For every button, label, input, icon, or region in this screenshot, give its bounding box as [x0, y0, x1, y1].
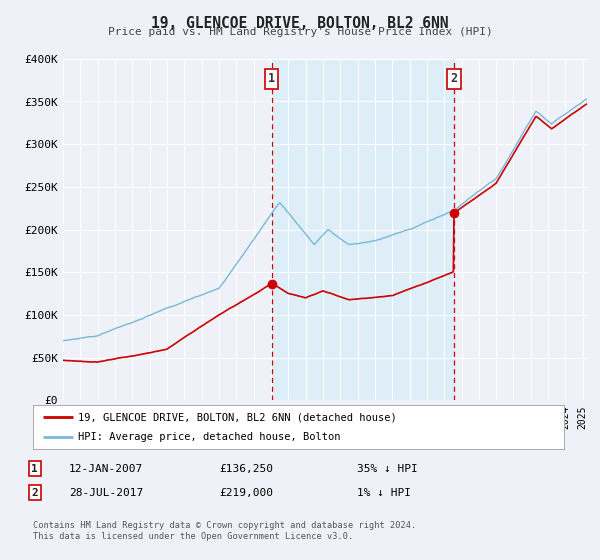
Text: Price paid vs. HM Land Registry's House Price Index (HPI): Price paid vs. HM Land Registry's House … [107, 27, 493, 37]
Text: 2: 2 [31, 488, 38, 498]
Text: This data is licensed under the Open Government Licence v3.0.: This data is licensed under the Open Gov… [33, 532, 353, 541]
Text: HPI: Average price, detached house, Bolton: HPI: Average price, detached house, Bolt… [78, 432, 341, 442]
Text: Contains HM Land Registry data © Crown copyright and database right 2024.: Contains HM Land Registry data © Crown c… [33, 521, 416, 530]
Text: 12-JAN-2007: 12-JAN-2007 [69, 464, 143, 474]
Text: £219,000: £219,000 [219, 488, 273, 498]
Text: £136,250: £136,250 [219, 464, 273, 474]
Text: 19, GLENCOE DRIVE, BOLTON, BL2 6NN (detached house): 19, GLENCOE DRIVE, BOLTON, BL2 6NN (deta… [78, 412, 397, 422]
Text: 1: 1 [268, 72, 275, 86]
Text: 1: 1 [31, 464, 38, 474]
Bar [272, 59, 454, 400]
Text: 35% ↓ HPI: 35% ↓ HPI [357, 464, 418, 474]
Text: 1% ↓ HPI: 1% ↓ HPI [357, 488, 411, 498]
Text: 2: 2 [451, 72, 458, 86]
Text: 19, GLENCOE DRIVE, BOLTON, BL2 6NN: 19, GLENCOE DRIVE, BOLTON, BL2 6NN [151, 16, 449, 31]
Text: 28-JUL-2017: 28-JUL-2017 [69, 488, 143, 498]
